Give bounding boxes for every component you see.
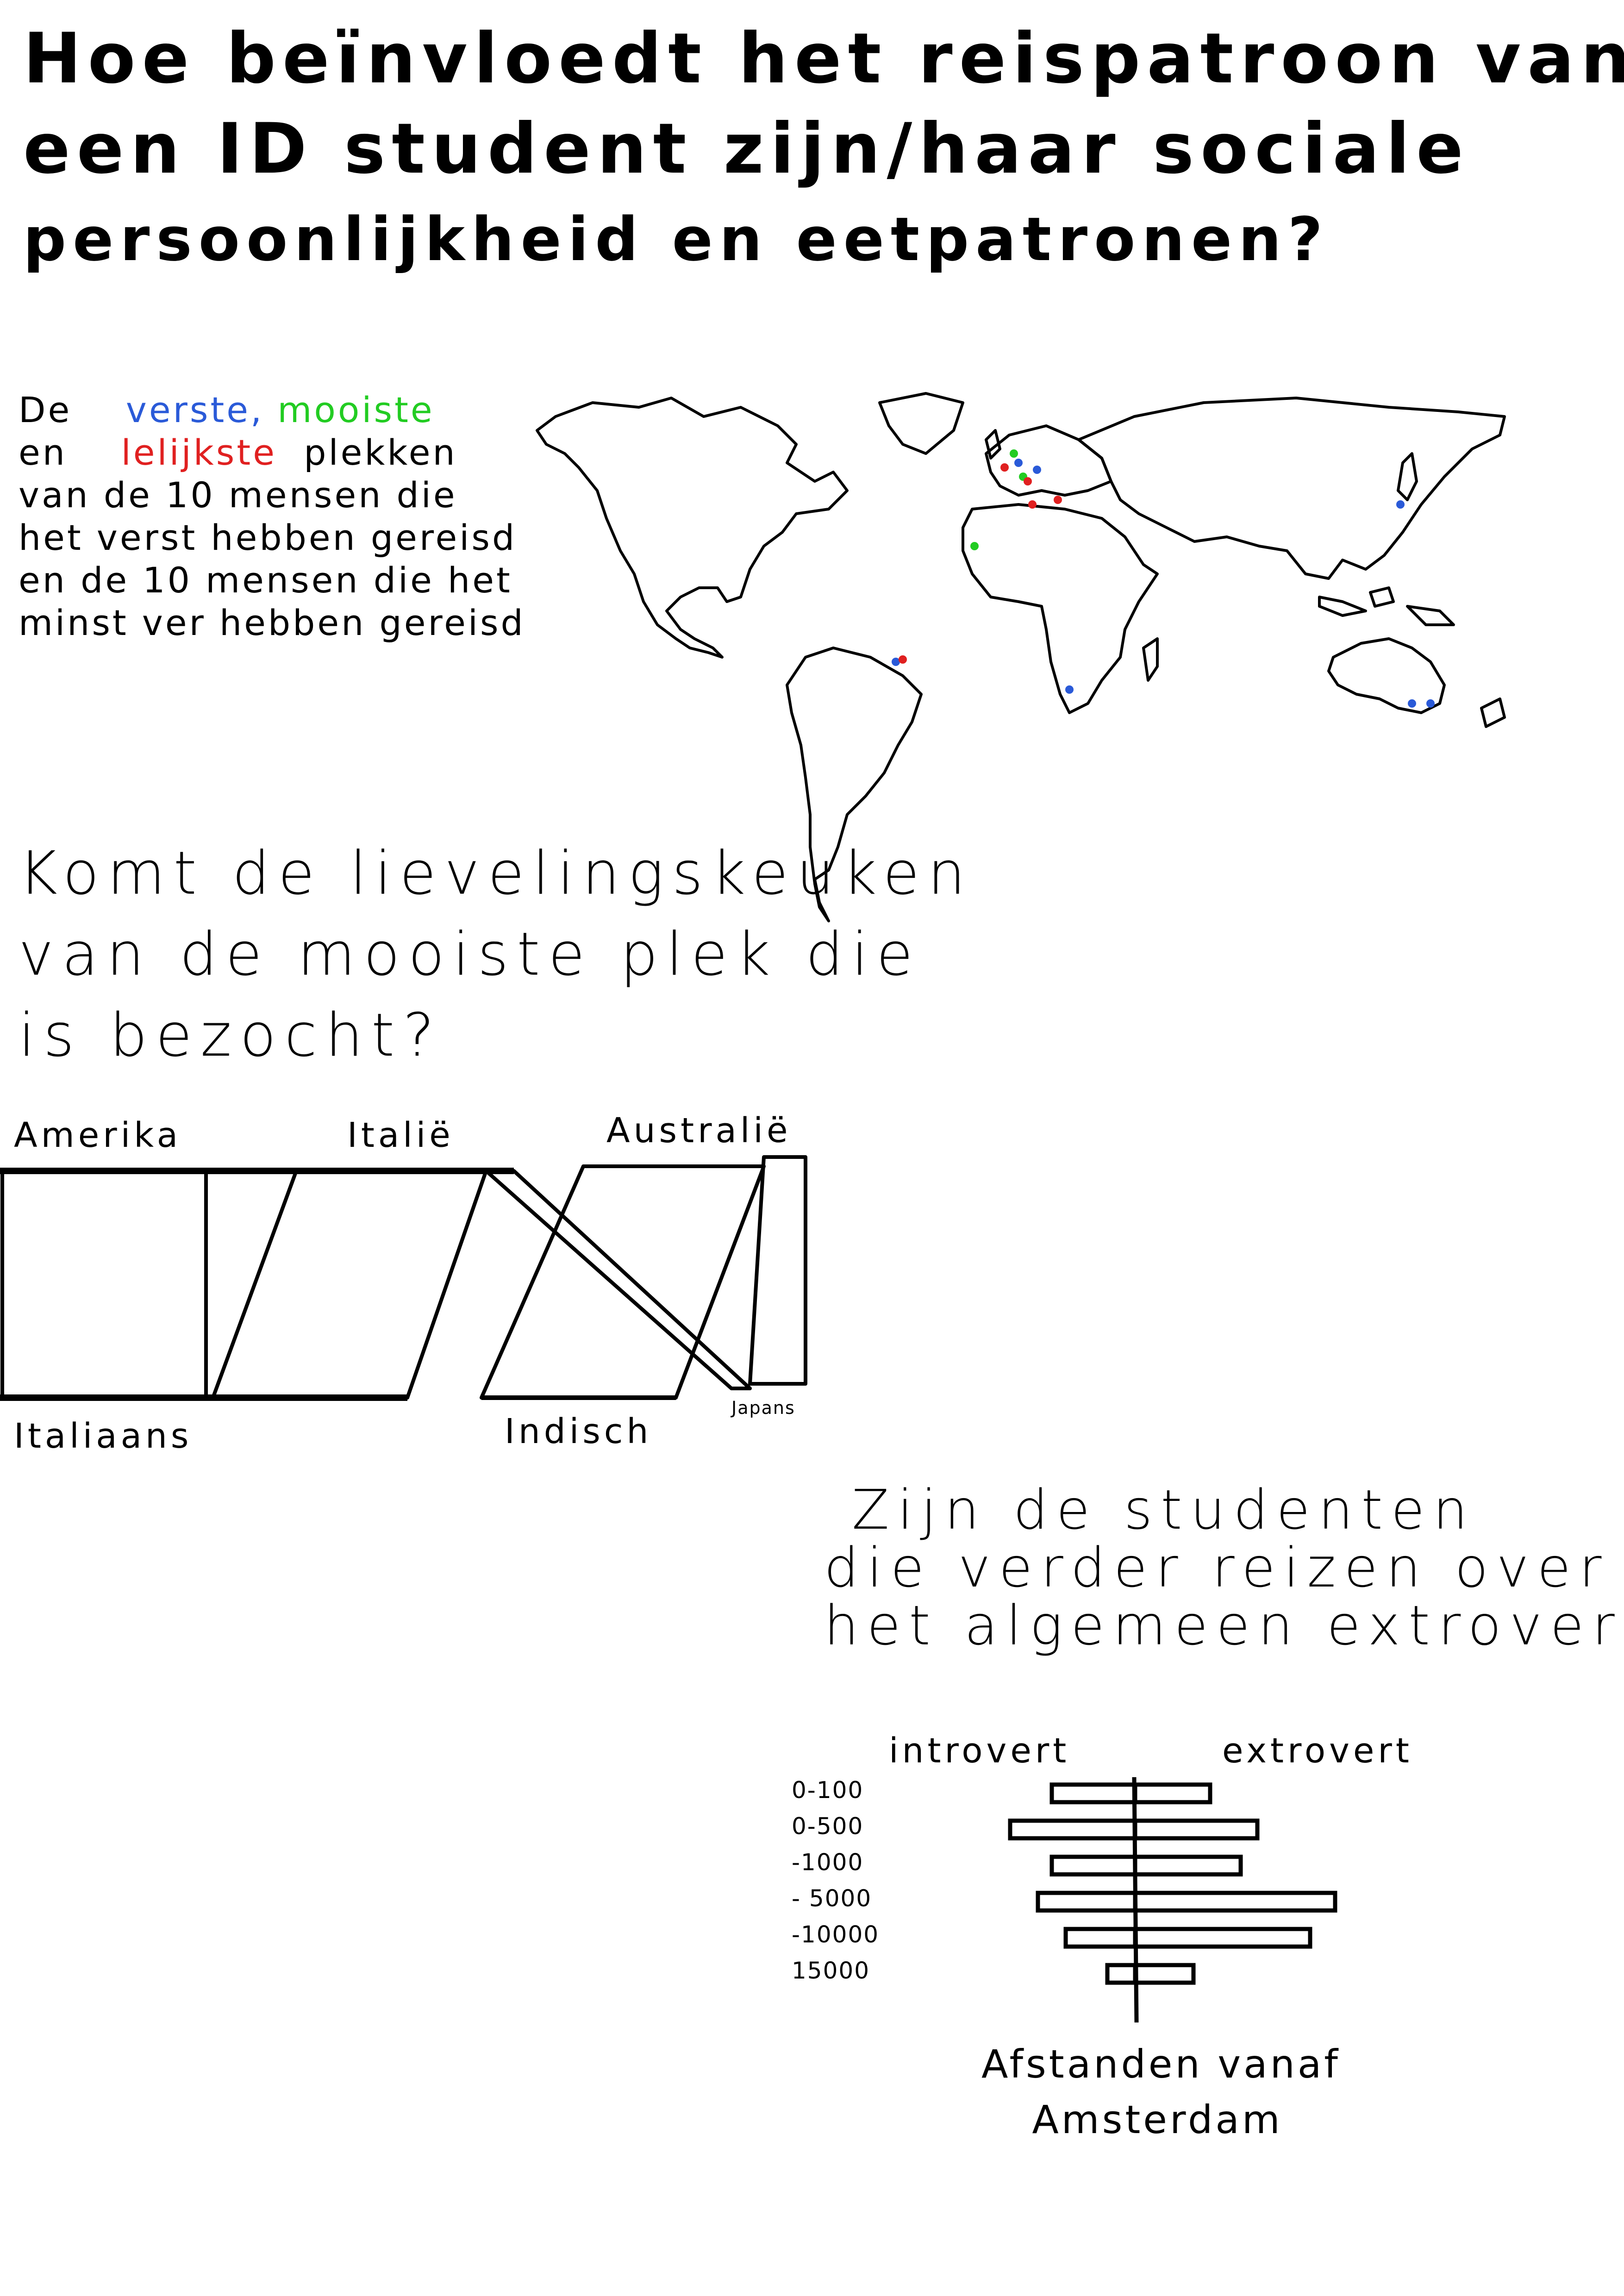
bar-introvert <box>1049 1854 1137 1877</box>
world-map <box>536 392 1506 922</box>
map-australia <box>1327 637 1446 714</box>
map-legend: De verste, mooiste en lelijkste plekken … <box>19 389 525 644</box>
legend-verste: verste, <box>125 389 264 430</box>
bar-introvert <box>1105 1963 1137 1985</box>
bar-extrovert <box>1133 1782 1212 1804</box>
sankey-bottom-label-indisch: Indisch <box>505 1412 652 1451</box>
extrovert-question-line-2: die verder reizen over <box>824 1536 1610 1599</box>
map-japan <box>1397 452 1418 501</box>
marker-lelijkste <box>1000 463 1009 472</box>
legend-line-5: en de 10 mensen die het <box>19 560 512 601</box>
marker-lelijkste <box>1054 496 1062 504</box>
chart-right-label: extrovert <box>1222 1731 1413 1771</box>
chart-tick-label: 0-100 <box>792 1777 864 1804</box>
marker-verste <box>1014 459 1023 467</box>
map-europe <box>985 424 1112 497</box>
marker-verste <box>1065 685 1074 694</box>
map-uk <box>985 429 1001 460</box>
bar-extrovert <box>1133 1891 1337 1913</box>
chart-tick-label: 0-500 <box>792 1813 864 1840</box>
map-north-america <box>536 397 849 659</box>
map-africa <box>962 503 1159 714</box>
legend-mooiste: mooiste <box>277 389 435 430</box>
sankey-flow-italie-italiaans <box>211 1169 488 1400</box>
cuisine-question: Komt de lievelingskeuken van de mooiste … <box>19 833 974 1076</box>
legend-en: en <box>19 432 67 473</box>
marker-lelijkste <box>1028 500 1037 509</box>
sankey-bottom-label-italiaans: Italiaans <box>14 1416 193 1456</box>
bar-introvert <box>1008 1818 1137 1841</box>
chart-tick-label: 15000 <box>792 1957 870 1984</box>
map-madagascar <box>1142 637 1159 682</box>
sankey-flow-australie-japans <box>748 1155 807 1386</box>
marker-verste <box>892 658 900 666</box>
legend-line-6: minst ver hebben gereisd <box>19 602 525 643</box>
bar-introvert <box>1049 1782 1137 1804</box>
cuisine-question-line-2: van de mooiste plek die <box>19 920 921 989</box>
title-line-1: Hoe beïnvloedt het reispatroon van <box>23 19 1624 99</box>
marker-verste <box>1396 500 1405 509</box>
cuisine-question-line-3: is bezocht? <box>19 1001 443 1070</box>
sankey-flow-italie-japans <box>484 1169 752 1390</box>
chart-tick-label: - 5000 <box>792 1885 872 1912</box>
marker-mooiste <box>970 542 979 550</box>
legend-plekken: plekken <box>304 432 457 473</box>
chart-xlabel-line-2: Amsterdam <box>1032 2097 1283 2142</box>
extrovert-question-line-3: het algemeen extroverter? <box>824 1593 1624 1657</box>
bars-group <box>1008 1782 1337 1985</box>
map-asia <box>1077 397 1506 580</box>
marker-lelijkste <box>1024 477 1032 485</box>
marker-verste <box>1426 699 1435 708</box>
map-indonesia <box>1318 596 1367 617</box>
chart-left-label: introvert <box>889 1731 1070 1771</box>
legend-line-3: van de 10 mensen die <box>19 474 457 516</box>
chart-tick-label: -10000 <box>792 1921 880 1948</box>
chart-xlabel: Afstanden vanaf Amsterdam <box>981 2036 1341 2147</box>
cuisine-question-line-1: Komt de lievelingskeuken <box>19 839 974 908</box>
legend-line-4: het verst hebben gereisd <box>19 517 517 558</box>
bar-introvert <box>1036 1891 1137 1913</box>
bar-extrovert <box>1133 1818 1260 1841</box>
map-greenland <box>878 392 964 455</box>
chart-tick-label: -1000 <box>792 1849 864 1876</box>
page-title: Hoe beïnvloedt het reispatroon van een I… <box>23 14 1624 285</box>
bar-extrovert <box>1133 1963 1196 1985</box>
bar-extrovert <box>1133 1854 1243 1877</box>
sankey-top-label-australie: Australië <box>606 1111 792 1151</box>
extrovert-question-line-1: Zijn de studenten <box>852 1478 1476 1542</box>
map-south-america <box>786 647 923 922</box>
bar-introvert <box>1063 1927 1137 1949</box>
chart-xlabel-line-1: Afstanden vanaf <box>981 2041 1341 2087</box>
marker-mooiste <box>1010 449 1018 458</box>
marker-verste <box>1033 466 1041 474</box>
legend-lelijkste: lelijkste <box>121 432 277 473</box>
sankey-bottom-label-japans: Japans <box>731 1398 795 1418</box>
extrovert-question: Zijn de studenten die verder reizen over… <box>824 1481 1624 1655</box>
marker-verste <box>1408 699 1416 708</box>
sankey-amerika-block <box>0 1169 208 1400</box>
sankey-diagram <box>0 1155 807 1401</box>
bar-chart <box>1008 1777 1337 2023</box>
title-line-3: persoonlijkheid en eetpatronen? <box>23 204 1330 274</box>
title-line-2: een ID student zijn/haar sociale <box>23 109 1470 189</box>
sankey-top-label-italie: Italië <box>347 1115 454 1155</box>
sankey-top-label-amerika: Amerika <box>14 1115 182 1155</box>
map-new-zealand <box>1480 697 1506 728</box>
marker-lelijkste <box>899 655 907 664</box>
legend-de: De <box>19 389 72 430</box>
bar-extrovert <box>1133 1927 1312 1949</box>
map-markers <box>892 449 1435 708</box>
